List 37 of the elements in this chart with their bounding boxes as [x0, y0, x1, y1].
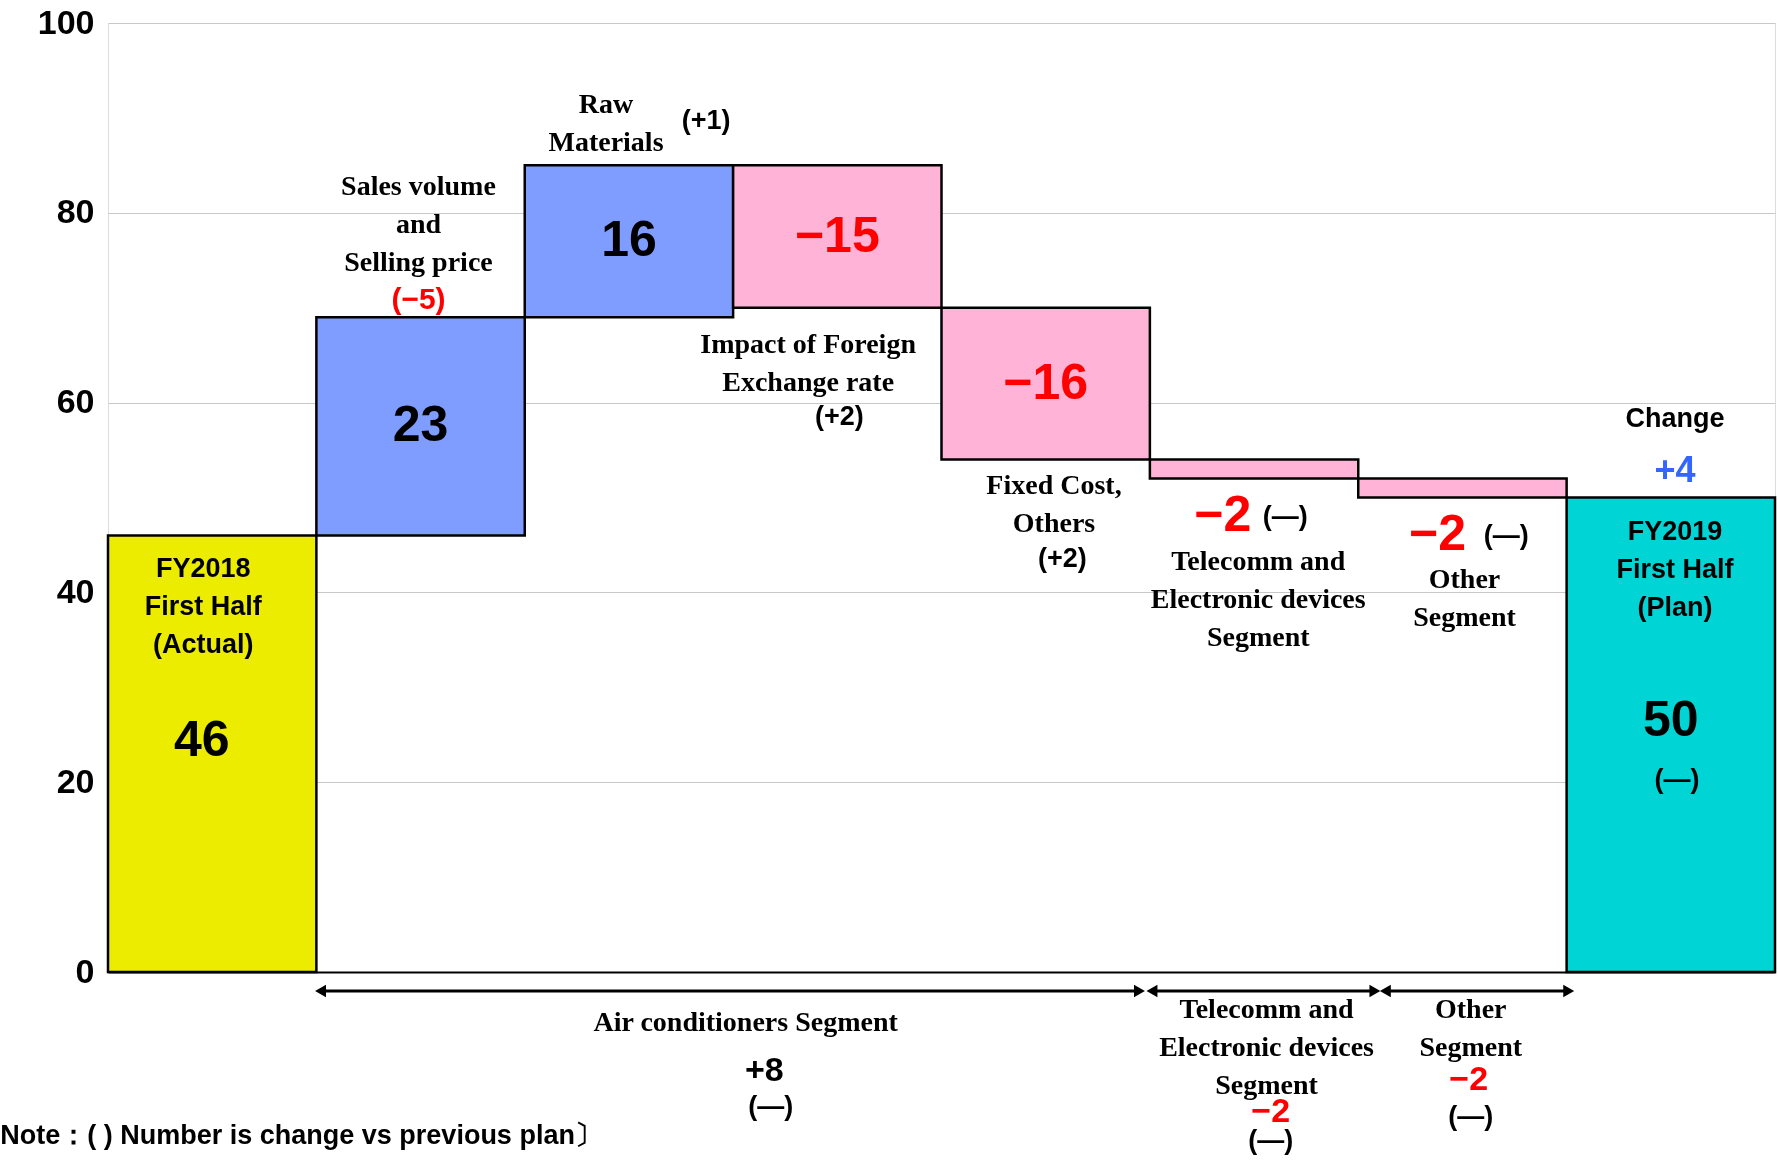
annotation: FY2018 First Half (Actual)	[144, 553, 263, 660]
data-label: 23	[392, 396, 449, 453]
data-label: 50	[1643, 690, 1699, 747]
annotation: (—)	[1262, 501, 1308, 532]
y-tick-label: 40	[56, 571, 95, 610]
annotation: (−5)	[391, 281, 446, 315]
annotation: FY2019 First Half (Plan)	[1616, 516, 1735, 623]
y-tick-label: 20	[56, 761, 95, 800]
annotation: (—)	[1654, 764, 1700, 795]
data-label: 46	[173, 710, 230, 767]
text: (—)	[1248, 1124, 1294, 1155]
annotation: Change	[1625, 403, 1725, 434]
data-label: −2	[1408, 505, 1466, 562]
y-tick-label: 0	[75, 951, 95, 990]
text: (—)	[1448, 1100, 1494, 1131]
text: (—)	[748, 1091, 794, 1122]
text: Note：( ) Number is change vs previous plan〕	[0, 1119, 602, 1150]
annotation: Other Segment	[1413, 562, 1517, 632]
data-label: −16	[1003, 353, 1089, 410]
data-label: −15	[794, 206, 880, 263]
annotation: +4	[1654, 448, 1696, 490]
annotation: (+2)	[815, 401, 864, 432]
annotation: Telecomm and Electronic devices Segment	[1150, 544, 1366, 652]
text: +8	[745, 1049, 784, 1088]
annotation: Fixed Cost, Others	[986, 468, 1122, 538]
y-tick-label: 80	[56, 192, 95, 231]
data-label: −2	[1194, 486, 1252, 543]
annotation: (+1)	[681, 105, 731, 136]
annotation: (+2)	[1037, 542, 1087, 573]
annotation: Impact of Foreign Exchange rate	[700, 328, 917, 398]
data-label: 16	[601, 211, 657, 268]
annotation: Sales volume and Selling price	[341, 169, 496, 277]
y-tick-label: 100	[37, 2, 95, 41]
annotation: (—)	[1483, 520, 1529, 551]
text: Air conditioners Segment	[593, 1006, 899, 1038]
annotation: Raw Materials	[548, 88, 664, 158]
y-tick-label: 60	[56, 382, 95, 421]
